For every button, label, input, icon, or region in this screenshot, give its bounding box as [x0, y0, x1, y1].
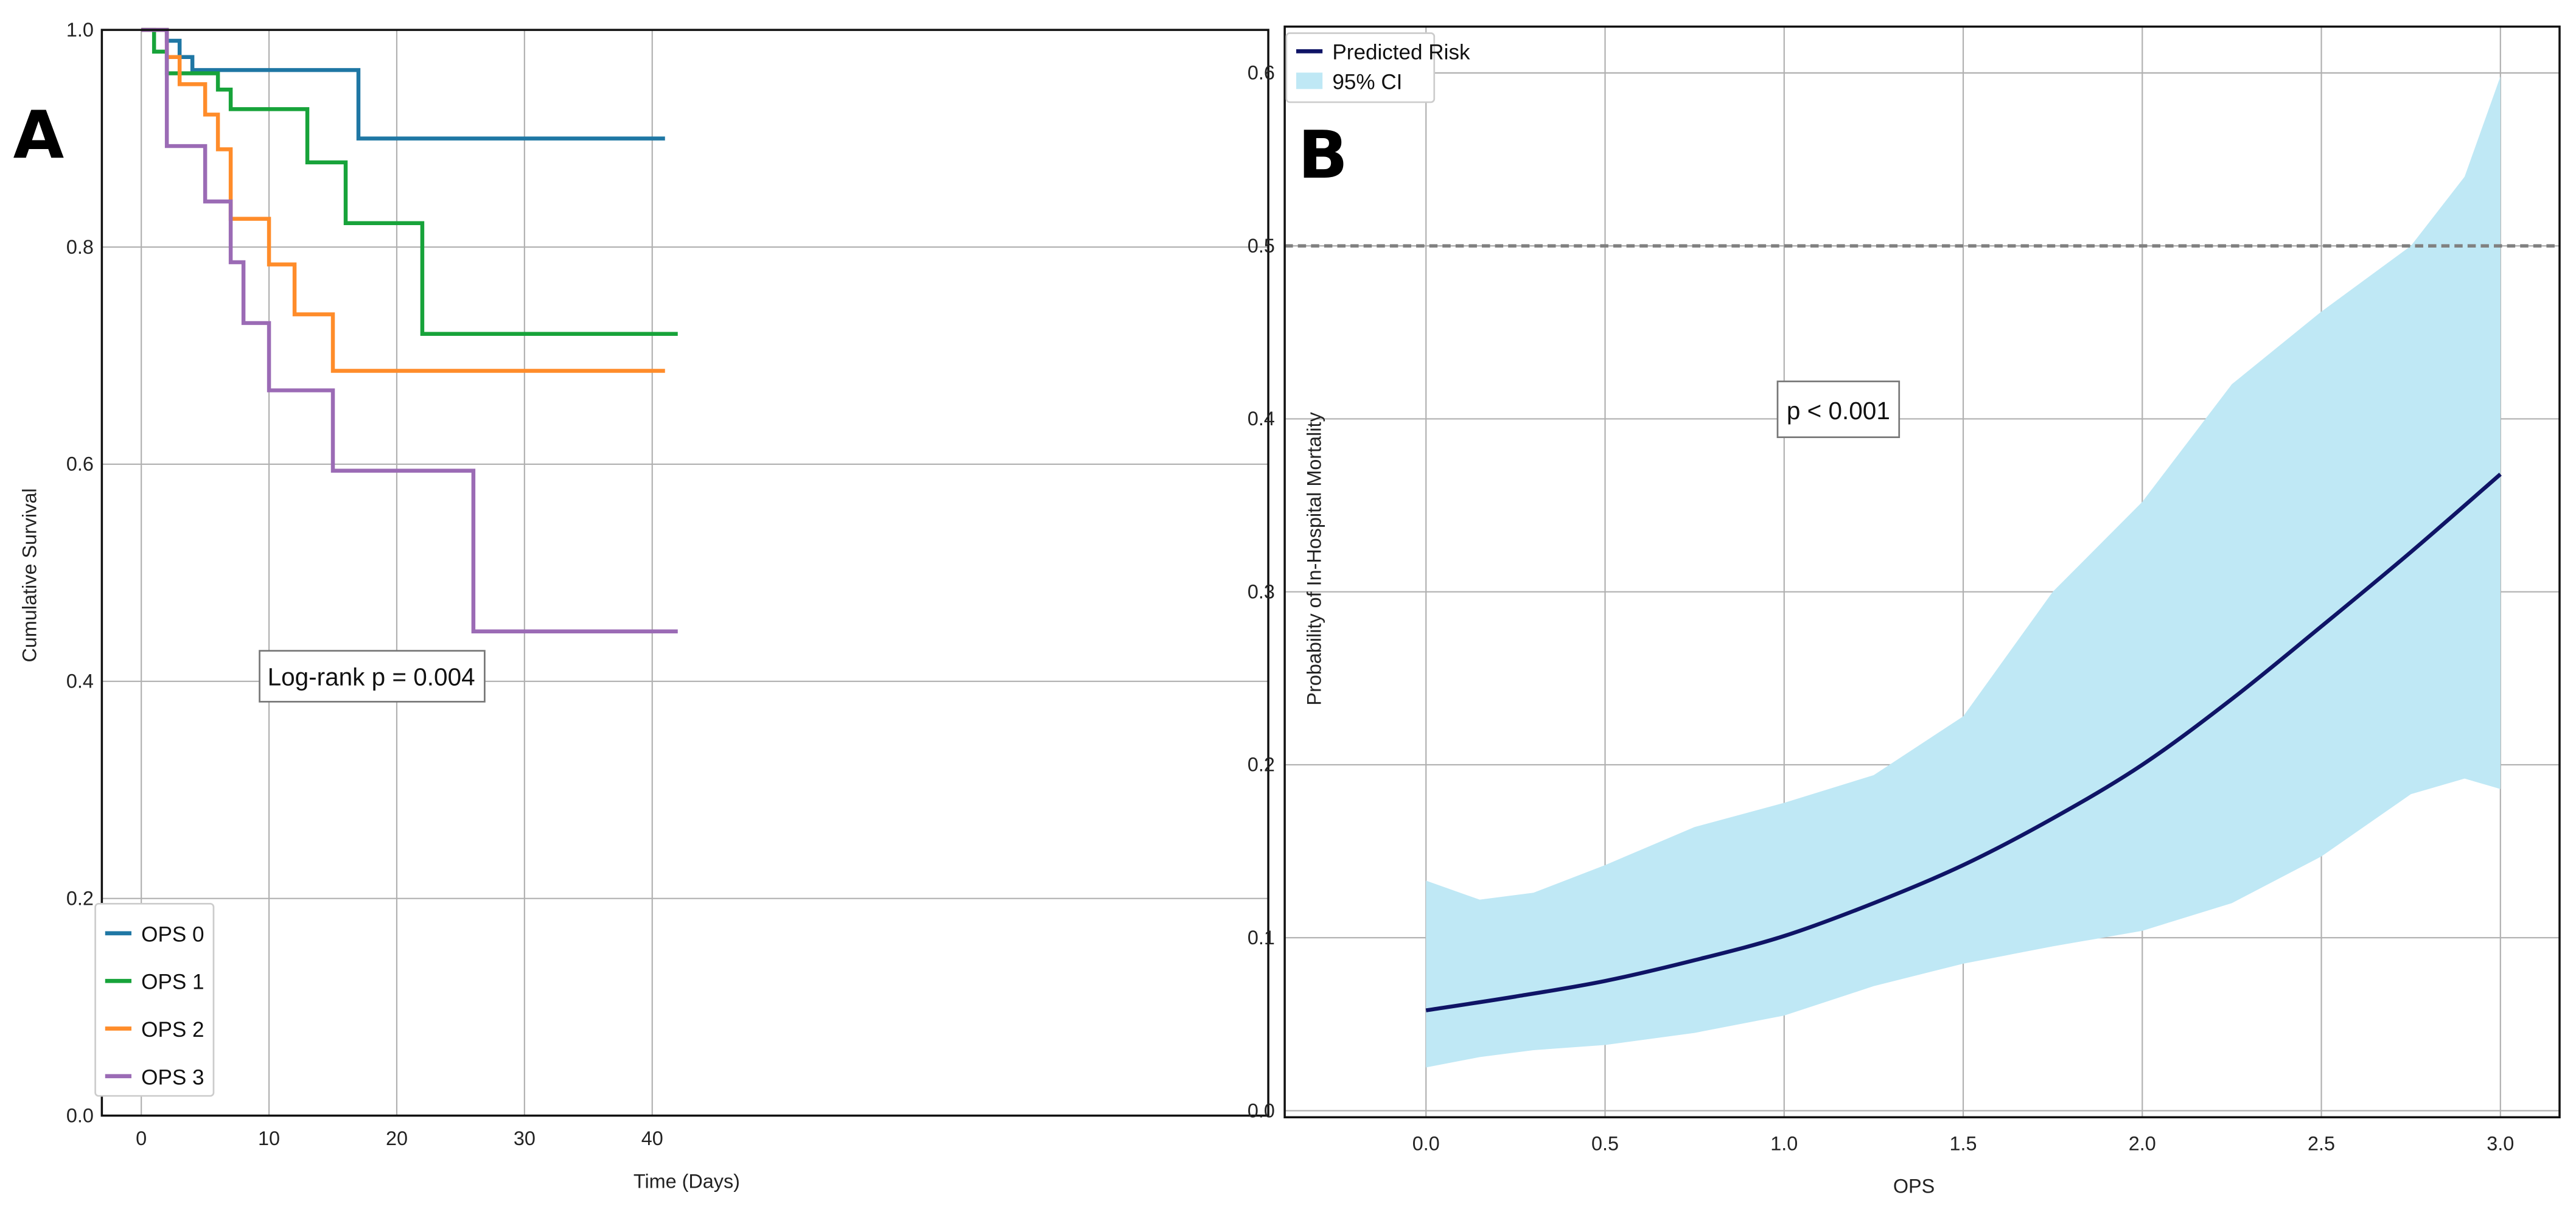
panel-b-legend-label: 95% CI: [1332, 70, 1402, 94]
panel-a-ylabel: Cumulative Survival: [18, 488, 40, 662]
panel-b-y-tick-label: 0.4: [1248, 408, 1275, 430]
panel-b-x-tick-label: 0.0: [1412, 1132, 1440, 1154]
panel-a-series-line-ops-3: [141, 27, 678, 633]
panel-b-x-tick-label: 1.0: [1770, 1132, 1798, 1154]
panel-a-x-tick-label: 20: [386, 1127, 408, 1149]
panel-a-y-tick-label: 0.6: [66, 453, 94, 475]
panel-a-legend-label: OPS 3: [141, 1065, 204, 1089]
panel-b-ylabel: Probability of In-Hospital Mortality: [1303, 411, 1325, 705]
panel-b-x-tick-label: 2.5: [2308, 1132, 2335, 1154]
panel-a-label: A: [13, 98, 65, 174]
panel-b-annotation: p < 0.001: [1787, 397, 1890, 425]
panel-a-legend-label: OPS 1: [141, 970, 204, 994]
panel-a-x-tick-label: 30: [514, 1127, 536, 1149]
panel-a-annotation: Log-rank p = 0.004: [268, 663, 475, 691]
panel-b-x-tick-label: 0.5: [1591, 1132, 1619, 1154]
panel-a-xlabel: Time (Days): [634, 1170, 740, 1192]
panel-a-legend: OPS 0 OPS 1 OPS 2 OPS 3: [94, 902, 215, 1097]
panel-a-y-tick-label: 0.0: [66, 1104, 94, 1126]
panel-b-y-tick-label: 0.6: [1248, 62, 1275, 84]
panel-b-y-tick-label: 0.5: [1248, 235, 1275, 257]
panel-a-x-tick-label: 0: [136, 1127, 147, 1149]
panel-a-x-tick-label: 10: [258, 1127, 280, 1149]
panel-b-legend-label: Predicted Risk: [1332, 41, 1470, 64]
panel-b-label: B: [1298, 117, 1348, 193]
panel-b-legend-swatch-band: [1296, 72, 1323, 89]
panel-b-x-tick-label: 1.5: [1950, 1132, 1977, 1154]
panel-a-chart: A 0 10 20 30 40 0.0 0.2 0.4 0.6 0.8 1.0 Log-rank p…: [13, 19, 1269, 1192]
panel-b-x-tick-label: 2.0: [2129, 1132, 2156, 1154]
panel-b-predicted-risk-line: [1425, 472, 2502, 1012]
panel-a-legend-label: OPS 2: [141, 1018, 204, 1042]
panel-a-y-tick-label: 0.8: [66, 236, 94, 258]
panel-b-annotation-box: [1776, 380, 1901, 438]
panel-a-y-tick-label: 0.4: [66, 670, 94, 692]
panel-b-y-tick-label: 0.1: [1248, 927, 1275, 949]
panel-a-annotation-box: [259, 650, 486, 703]
panel-b-y-tick-label: 0.0: [1248, 1099, 1275, 1121]
panel-b-xlabel: OPS: [1893, 1175, 1935, 1197]
panel-b-chart: B 0.0 0.5 1.0 1.5 2.0 2.5 3.0 0.0 0.1 0.2 0.3 0.4 0.…: [1248, 25, 2561, 1197]
panel-a-series-line-ops-1: [141, 27, 678, 336]
panel-a-x-tick-label: 40: [641, 1127, 663, 1149]
panel-a-series-line-ops-2: [141, 27, 665, 373]
panel-b-axes-frame: [1283, 25, 2561, 1119]
panel-a-axes-frame: [100, 29, 1269, 1117]
panel-a-legend-label: OPS 0: [141, 922, 204, 946]
panel-a-y-tick-label: 1.0: [66, 19, 94, 41]
panel-b-ci-band: [1426, 76, 2501, 1068]
panel-a-y-tick-label: 0.2: [66, 887, 94, 909]
panel-b-y-tick-label: 0.2: [1248, 754, 1275, 776]
panel-b-legend: Predicted Risk 95% CI: [1285, 32, 1470, 103]
panel-b-x-tick-label: 3.0: [2487, 1132, 2514, 1154]
panel-b-y-tick-label: 0.3: [1248, 580, 1275, 602]
